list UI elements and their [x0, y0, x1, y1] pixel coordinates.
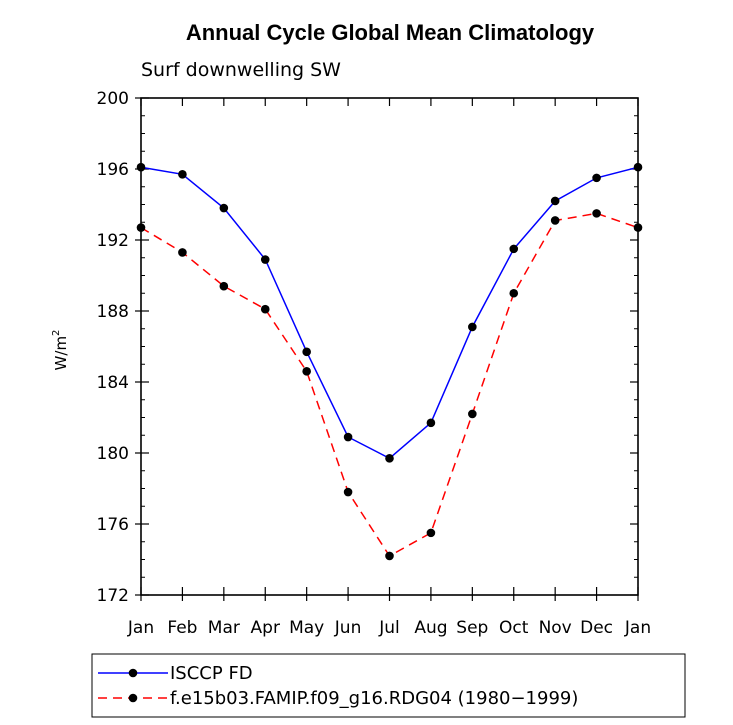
- chart-subtitle: Surf downwelling SW: [141, 59, 341, 81]
- y-tick-label: 176: [97, 515, 129, 535]
- series-line-2: [140, 212, 639, 557]
- data-point-series-1: [468, 322, 477, 332]
- legend-items: ISCCP FD f.e15b03.FAMIP.f09_g16.RDG04 (19…: [98, 663, 578, 709]
- axis-ticks: 172 176 180 184 188 192 196 200 Jan Feb Mar Apr May J…: [97, 89, 652, 638]
- x-tick-label: Aug: [414, 618, 447, 638]
- x-tick-label: Apr: [251, 618, 280, 638]
- data-point-series-2: [302, 367, 311, 376]
- data-point-series-2: [260, 304, 270, 314]
- x-tick-label: Jan: [127, 618, 154, 638]
- x-tick-label: Jan: [624, 618, 651, 638]
- data-point-series-1: [550, 196, 560, 206]
- x-tick-label: Oct: [499, 618, 529, 638]
- x-tick-label: Jul: [378, 618, 400, 638]
- data-point-series-2: [592, 209, 601, 218]
- legend-label-1: ISCCP FD: [170, 663, 253, 684]
- legend: ISCCP FD f.e15b03.FAMIP.f09_g16.RDG04 (19…: [91, 653, 686, 718]
- x-tick-label: Dec: [580, 618, 613, 638]
- x-tick-label: Sep: [456, 618, 488, 638]
- data-point-series-2: [385, 551, 394, 561]
- data-point-series-2: [426, 528, 436, 538]
- data-point-series-1: [219, 203, 229, 213]
- y-axis-label-unit: W/m: [52, 336, 70, 371]
- data-point-series-2: [550, 216, 560, 225]
- data-point-series-1: [302, 347, 311, 357]
- data-point-series-1: [426, 418, 436, 428]
- legend-marker-1: [128, 668, 138, 678]
- data-point-series-2: [509, 288, 519, 298]
- series-line-1: [140, 166, 639, 460]
- x-tick-label: Feb: [167, 618, 197, 638]
- data-point-series-1: [178, 170, 187, 179]
- data-point-series-1: [260, 255, 270, 264]
- x-tick-label: May: [289, 618, 324, 638]
- y-tick-label: 188: [97, 302, 129, 322]
- data-point-series-2: [343, 487, 353, 497]
- x-tick-label: Mar: [208, 618, 240, 638]
- y-tick-label: 196: [97, 160, 129, 180]
- data-point-series-2: [178, 248, 187, 257]
- data-point-series-1: [385, 454, 394, 463]
- y-tick-label: 200: [97, 89, 129, 109]
- series-layer: [136, 162, 643, 561]
- x-tick-label: Nov: [539, 618, 572, 638]
- data-point-series-1: [343, 432, 353, 442]
- y-tick-label: 192: [97, 231, 129, 251]
- y-tick-label: 180: [97, 444, 129, 464]
- legend-box: [91, 653, 686, 718]
- data-point-series-2: [219, 281, 229, 291]
- data-point-series-1: [592, 173, 601, 183]
- legend-label-2: f.e15b03.FAMIP.f09_g16.RDG04 (1980−1999): [170, 688, 578, 709]
- plot-frame: [140, 97, 639, 596]
- y-tick-label: 172: [97, 586, 129, 606]
- x-tick-label: Jun: [334, 618, 362, 638]
- y-tick-label: 184: [97, 373, 129, 393]
- data-point-series-2: [468, 409, 477, 419]
- data-point-series-1: [509, 244, 519, 254]
- y-axis-label-superscript: 2: [51, 330, 62, 336]
- legend-marker-2: [128, 693, 138, 703]
- y-axis-label: W/m2: [51, 330, 70, 371]
- chart-title: Annual Cycle Global Mean Climatology: [186, 20, 595, 45]
